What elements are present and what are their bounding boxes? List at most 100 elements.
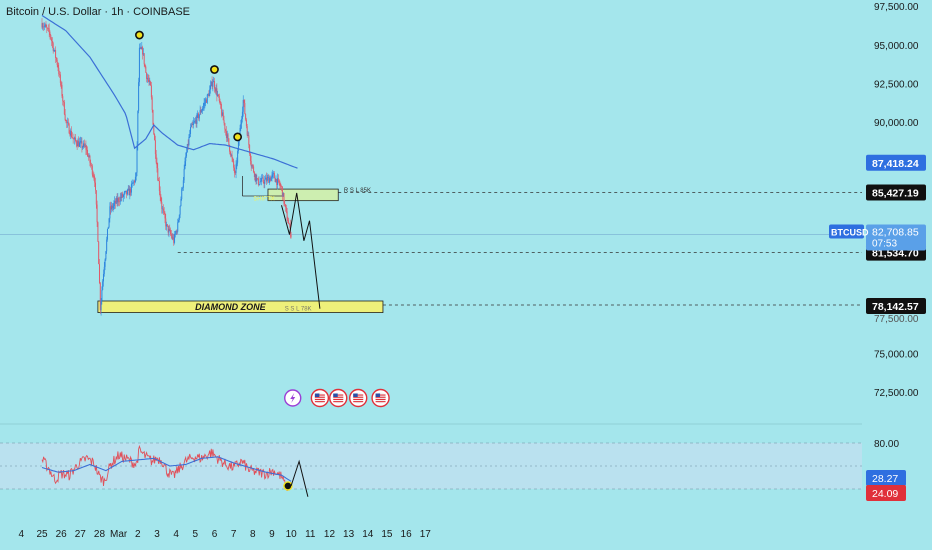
- candle: [102, 269, 104, 287]
- rsi-ma-badge: 28.27: [866, 470, 906, 486]
- candle: [162, 206, 164, 214]
- candle: [62, 94, 64, 106]
- candle: [138, 43, 140, 87]
- x-tick-label: 14: [362, 529, 374, 540]
- candle: [190, 123, 192, 138]
- candle: [154, 133, 156, 141]
- candle: [204, 98, 206, 109]
- candle: [250, 155, 252, 172]
- y-tick-label: 90,000.00: [874, 118, 919, 129]
- x-tick-label: 9: [269, 529, 275, 540]
- candle: [125, 190, 127, 193]
- candle: [192, 120, 194, 126]
- candle: [116, 193, 118, 207]
- candle: [54, 49, 56, 53]
- candles-layer: [41, 18, 292, 316]
- candle: [232, 157, 234, 163]
- resistance-zone-box: [267, 188, 339, 202]
- candle: [63, 99, 65, 116]
- candle: [172, 233, 174, 241]
- candle: [59, 71, 61, 87]
- candle: [76, 140, 78, 151]
- candle: [265, 172, 267, 186]
- candle: [66, 120, 68, 129]
- candle: [218, 93, 220, 104]
- candle: [151, 95, 153, 113]
- candle: [205, 97, 207, 107]
- candle: [90, 159, 92, 168]
- rsi-projection-path: [290, 459, 309, 497]
- x-tick-label: 2: [135, 529, 141, 540]
- candle: [236, 157, 238, 170]
- candle: [115, 196, 117, 204]
- candle: [60, 80, 62, 89]
- candle: [52, 41, 54, 54]
- candle: [231, 150, 233, 162]
- lightning-event-icon[interactable]: [284, 389, 302, 407]
- candle: [102, 279, 104, 291]
- candle: [157, 162, 159, 182]
- candle: [47, 27, 49, 31]
- candle: [212, 79, 214, 92]
- projection-path: [281, 192, 321, 309]
- candle: [186, 146, 188, 158]
- candle: [98, 241, 100, 265]
- candle: [120, 192, 122, 201]
- candle: [240, 119, 242, 132]
- us-flag-event-icon[interactable]: [310, 388, 330, 408]
- candle: [131, 179, 133, 188]
- candle: [121, 192, 123, 202]
- candle: [127, 184, 129, 191]
- symbol-text: BTCUSD: [831, 227, 869, 237]
- candle: [184, 157, 186, 170]
- us-flag-event-icon[interactable]: [349, 388, 368, 408]
- y-tick-label: 92,500.00: [874, 79, 919, 90]
- peak-marker: [210, 65, 219, 74]
- candle: [214, 87, 216, 94]
- candle: [274, 177, 276, 183]
- candle: [244, 99, 246, 115]
- candle: [261, 174, 263, 186]
- candle: [111, 203, 113, 211]
- candle: [162, 204, 164, 215]
- us-flag-event-icon[interactable]: [371, 388, 390, 408]
- candle: [261, 173, 263, 179]
- candle: [67, 117, 69, 128]
- candle: [235, 160, 237, 179]
- x-tick-label: 12: [324, 529, 336, 540]
- candle: [79, 136, 81, 148]
- candle: [168, 225, 170, 238]
- candle: [129, 185, 131, 200]
- candle: [179, 205, 181, 219]
- candle: [246, 123, 248, 138]
- candle: [154, 135, 156, 159]
- candle: [64, 108, 66, 122]
- candle: [155, 150, 157, 165]
- candle: [51, 37, 53, 48]
- candle: [57, 62, 59, 72]
- candle: [175, 230, 177, 235]
- us-flag-event-icon[interactable]: [329, 388, 348, 408]
- candle: [105, 250, 107, 261]
- candle: [85, 140, 87, 156]
- candle: [53, 47, 55, 52]
- candle: [273, 171, 275, 179]
- candle: [169, 224, 171, 232]
- candle: [59, 70, 61, 78]
- candle: [84, 143, 86, 148]
- diamond-zone-label: DIAMOND ZONE: [195, 302, 266, 312]
- candle: [100, 297, 102, 316]
- candle: [161, 197, 163, 214]
- candle: [272, 169, 274, 179]
- candle: [224, 122, 226, 133]
- x-tick-label: 6: [212, 529, 218, 540]
- candle: [275, 175, 277, 184]
- candle: [167, 225, 169, 236]
- target-badge-text: 78,142.57: [872, 301, 919, 313]
- y-tick-label: 75,000.00: [874, 349, 919, 360]
- peak-marker: [233, 132, 243, 142]
- x-tick-label: 4: [18, 529, 24, 540]
